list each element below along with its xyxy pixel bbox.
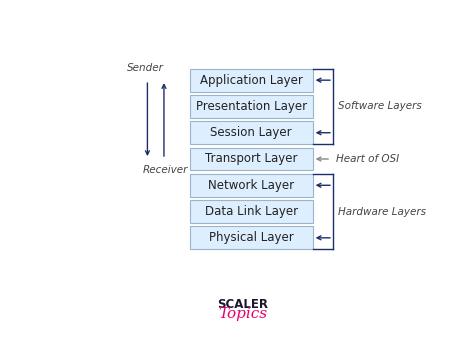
FancyBboxPatch shape: [190, 121, 313, 144]
Text: Session Layer: Session Layer: [210, 126, 292, 139]
FancyBboxPatch shape: [190, 174, 313, 197]
Text: Data Link Layer: Data Link Layer: [205, 205, 298, 218]
Text: Application Layer: Application Layer: [200, 74, 302, 87]
Text: Hardware Layers: Hardware Layers: [337, 207, 426, 217]
Text: Transport Layer: Transport Layer: [205, 152, 298, 166]
FancyBboxPatch shape: [190, 147, 313, 171]
Text: Software Layers: Software Layers: [337, 101, 421, 111]
FancyBboxPatch shape: [190, 200, 313, 223]
FancyBboxPatch shape: [190, 227, 313, 249]
Text: Presentation Layer: Presentation Layer: [196, 100, 307, 113]
Text: Sender: Sender: [127, 63, 164, 73]
FancyBboxPatch shape: [190, 69, 313, 91]
FancyBboxPatch shape: [190, 95, 313, 118]
Text: Topics: Topics: [219, 307, 267, 321]
Text: Network Layer: Network Layer: [208, 179, 294, 192]
Text: Receiver: Receiver: [143, 164, 189, 175]
Text: SCALER: SCALER: [218, 298, 268, 311]
Text: Heart of OSI: Heart of OSI: [336, 154, 399, 164]
Text: Physical Layer: Physical Layer: [209, 231, 293, 244]
